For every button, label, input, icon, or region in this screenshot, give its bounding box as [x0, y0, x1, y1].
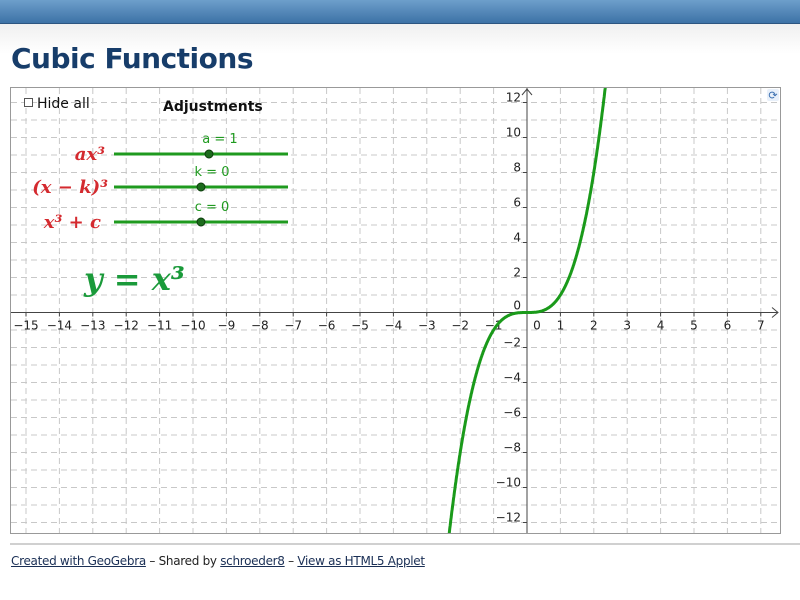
- equation-label: y = x³: [83, 260, 185, 298]
- footer-separator: [10, 543, 800, 545]
- y-tick-label: 12: [506, 91, 521, 105]
- x-tick-label: −4: [385, 319, 403, 333]
- y-tick-label: −8: [503, 441, 521, 455]
- formula-k: (x − k)³: [32, 177, 108, 198]
- x-tick-label: −13: [80, 319, 105, 333]
- shared-by-user-link[interactable]: schroeder8: [220, 554, 285, 568]
- adjustments-title: Adjustments: [163, 99, 263, 115]
- hide-all-checkbox[interactable]: [24, 98, 33, 107]
- header-fade: [0, 24, 800, 54]
- x-tick-label: 7: [757, 319, 765, 333]
- x-tick-label: −14: [47, 319, 72, 333]
- slider-c[interactable]: x³ + c c = 0: [43, 200, 288, 233]
- y-tick-label: 8: [513, 161, 521, 175]
- x-tick-label: −7: [284, 319, 302, 333]
- formula-a: ax³: [75, 144, 105, 165]
- slider-c-handle[interactable]: [196, 217, 206, 227]
- x-tick-label: 2: [590, 319, 598, 333]
- x-tick-label: 3: [623, 319, 631, 333]
- y-tick-label: −10: [496, 476, 521, 490]
- x-tick-label: −15: [13, 319, 38, 333]
- x-axis-arrow: [771, 307, 779, 318]
- hide-all-label: Hide all: [37, 96, 90, 112]
- slider-a[interactable]: ax³ a = 1: [75, 132, 288, 165]
- applet-frame: [10, 87, 781, 534]
- svg-text:⟳: ⟳: [768, 89, 777, 102]
- x-tick-label: −9: [218, 319, 236, 333]
- y-axis-arrow: [521, 88, 533, 96]
- y-tick-label: −4: [503, 371, 521, 385]
- slider-a-handle[interactable]: [204, 149, 214, 159]
- x-tick-label: 0: [533, 319, 541, 333]
- x-tick-label: −5: [351, 319, 369, 333]
- x-tick-label: 4: [657, 319, 665, 333]
- cubic-curve: [447, 88, 607, 533]
- y-tick-label: 0: [513, 299, 521, 313]
- slider-c-label: c = 0: [195, 200, 230, 215]
- x-tick-label: −11: [147, 319, 172, 333]
- footer-text-1: – Shared by: [145, 554, 221, 568]
- created-with-geogebra-link[interactable]: Created with GeoGebra: [11, 554, 146, 568]
- y-tick-label: −12: [496, 511, 521, 525]
- formula-c: x³ + c: [43, 212, 101, 233]
- x-tick-label: −3: [418, 319, 436, 333]
- x-tick-label: −2: [451, 319, 469, 333]
- y-tick-label: 6: [513, 196, 521, 210]
- x-tick-label: −6: [318, 319, 336, 333]
- x-tick-label: −12: [114, 319, 139, 333]
- y-tick-label: −2: [503, 336, 521, 350]
- top-banner: [0, 0, 800, 24]
- slider-k-handle[interactable]: [196, 182, 206, 192]
- x-tick-label: 5: [690, 319, 698, 333]
- tick-labels: −15 −14 −13 −12 −11 −10 −9 −8 −7 −6 −5 −4 −3 −2 −1 0 1 2 3…: [13, 91, 764, 525]
- y-tick-label: 4: [513, 231, 521, 245]
- y-tick-label: 10: [506, 126, 521, 140]
- page-title: Cubic Functions: [11, 42, 253, 75]
- footer-text-2: –: [284, 554, 298, 568]
- slider-a-label: a = 1: [202, 132, 237, 147]
- footer: Created with GeoGebra – Shared by schroe…: [11, 554, 425, 568]
- x-tick-label: −8: [251, 319, 269, 333]
- x-tick-label: 1: [557, 319, 565, 333]
- x-tick-label: 6: [724, 319, 732, 333]
- refresh-icon[interactable]: ⟳: [767, 89, 779, 102]
- y-tick-label: 2: [513, 266, 521, 280]
- x-tick-label: −10: [180, 319, 205, 333]
- y-tick-label: −6: [503, 406, 521, 420]
- axes: [11, 88, 779, 533]
- slider-k-label: k = 0: [195, 165, 230, 180]
- slider-k[interactable]: (x − k)³ k = 0: [32, 165, 288, 198]
- view-html5-applet-link[interactable]: View as HTML5 Applet: [297, 554, 425, 568]
